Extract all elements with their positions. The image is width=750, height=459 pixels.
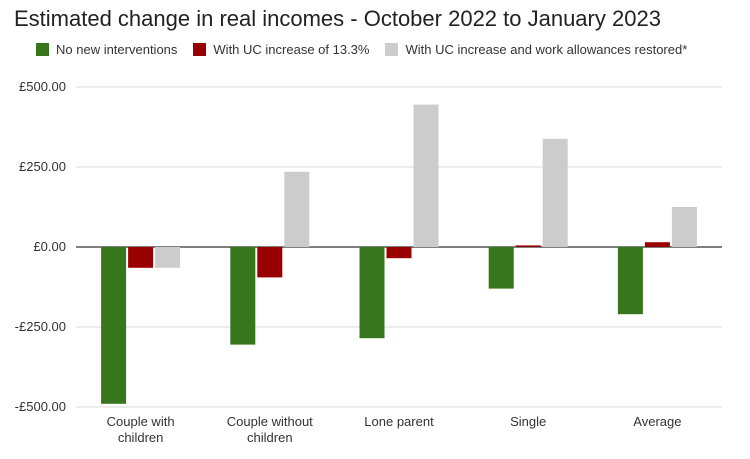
- bar-0-1: [230, 247, 256, 345]
- bar-1-2: [386, 247, 412, 259]
- legend-label: With UC increase and work allowances res…: [405, 42, 688, 57]
- bar-1-4: [644, 242, 670, 247]
- bar-1-3: [515, 245, 541, 247]
- bar-2-0: [155, 247, 181, 268]
- legend-swatch-grey: [385, 43, 399, 56]
- legend-swatch-green: [36, 43, 49, 56]
- x-tick-label: Single: [510, 414, 546, 429]
- y-tick-label: £250.00: [19, 159, 66, 174]
- bar-0-2: [359, 247, 385, 339]
- y-tick-label: £500.00: [19, 79, 66, 94]
- bar-0-4: [617, 247, 643, 315]
- legend-swatch-red: [193, 43, 207, 56]
- legend-item-uc-increase: With UC increase of 13.3%: [193, 42, 369, 57]
- x-tick-label: Couple without children: [227, 414, 313, 445]
- y-tick-label: -£500.00: [15, 399, 66, 414]
- legend: No new interventions With UC increase of…: [36, 42, 687, 57]
- bar-1-0: [128, 247, 154, 268]
- x-tick-label: Lone parent: [364, 414, 434, 429]
- y-tick-label: £0.00: [33, 239, 66, 254]
- bar-2-4: [671, 207, 697, 247]
- bar-1-1: [257, 247, 283, 278]
- bar-2-1: [284, 171, 310, 247]
- legend-label: With UC increase of 13.3%: [213, 42, 370, 57]
- x-tick-label: Average: [633, 414, 681, 429]
- bar-0-3: [488, 247, 514, 289]
- bar-2-3: [542, 138, 568, 247]
- bar-2-2: [413, 104, 439, 247]
- y-tick-label: -£250.00: [15, 319, 66, 334]
- legend-item-uc-and-work-allowances: With UC increase and work allowances res…: [385, 42, 687, 57]
- bar-0-0: [101, 247, 127, 404]
- legend-item-no-new-interventions: No new interventions: [36, 42, 177, 57]
- x-tick-label: Couple with children: [107, 414, 175, 445]
- chart-title: Estimated change in real incomes - Octob…: [14, 6, 661, 31]
- legend-label: No new interventions: [56, 42, 178, 57]
